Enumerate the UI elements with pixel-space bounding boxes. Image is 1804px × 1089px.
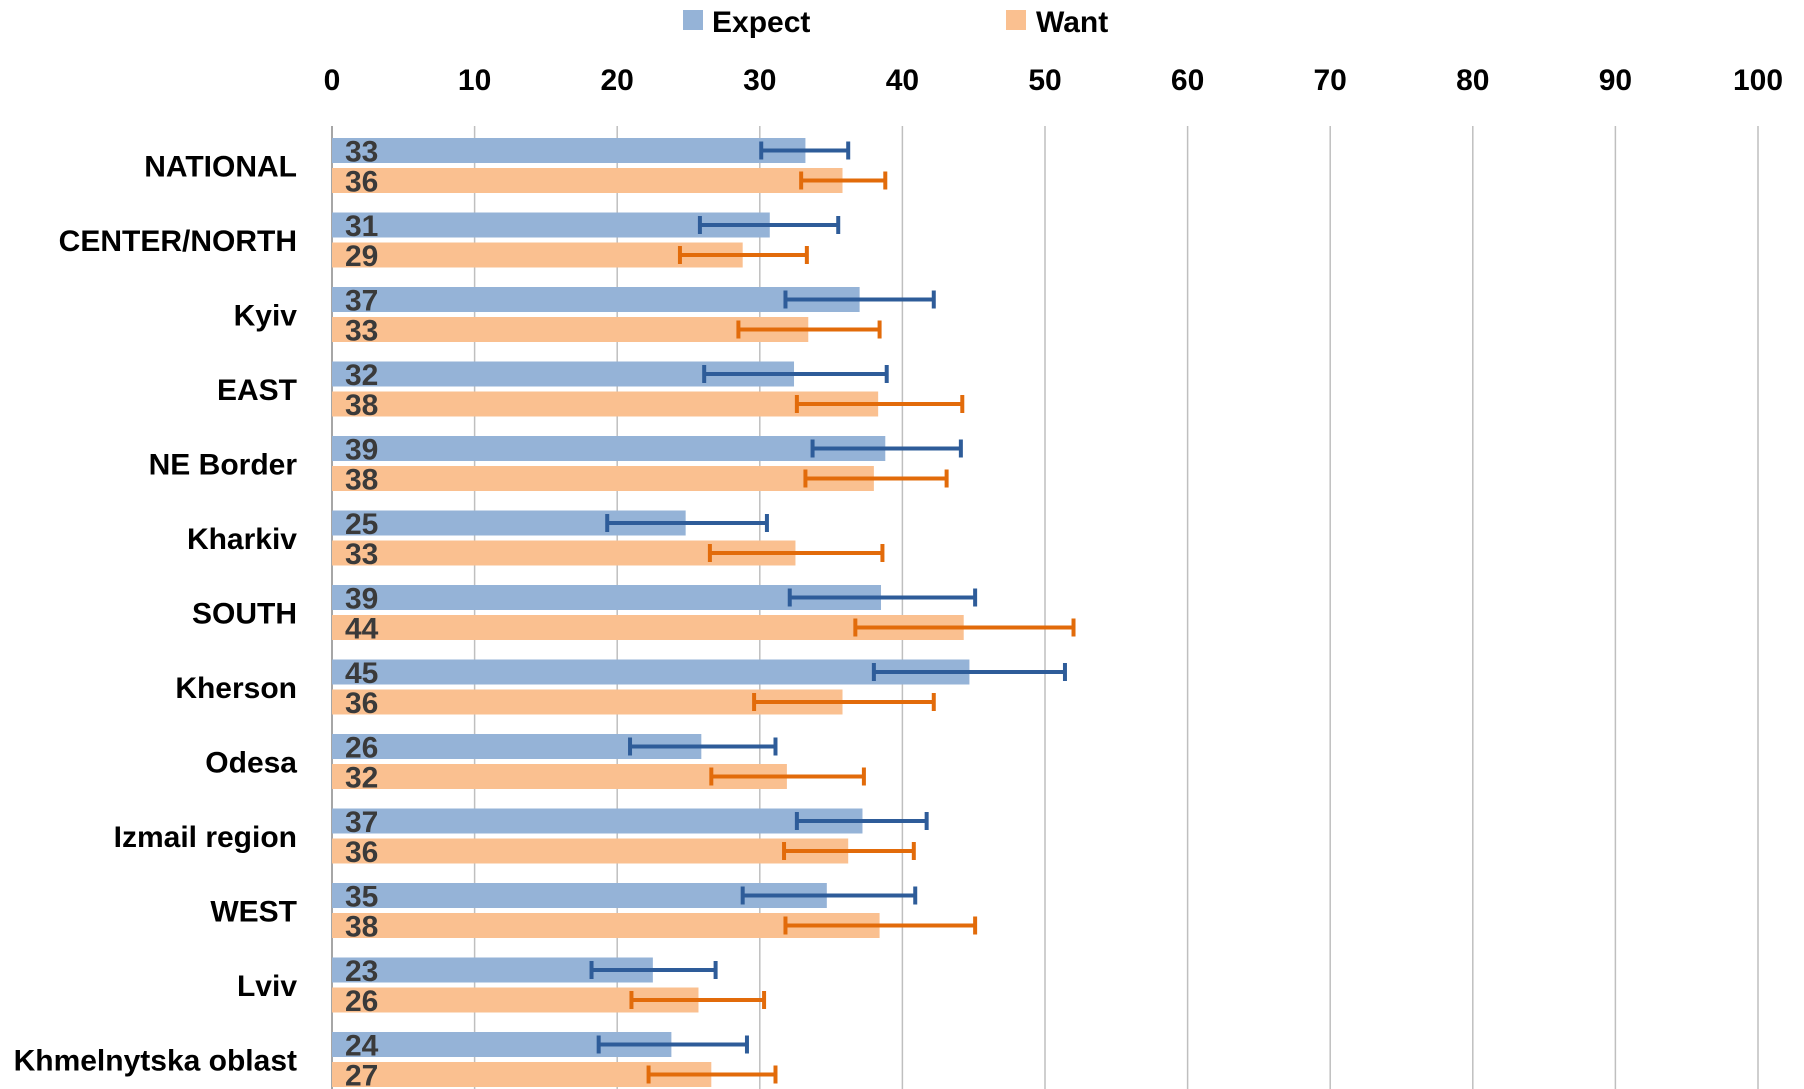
data-label-expect: 39 [345, 583, 378, 616]
category-label: Izmail region [114, 821, 297, 854]
x-tick-label: 60 [1171, 64, 1204, 97]
category-label: NATIONAL [144, 151, 297, 184]
data-label-expect: 25 [345, 508, 378, 541]
x-tick-label: 100 [1733, 64, 1783, 97]
gridlines [331, 126, 1759, 1089]
data-label-expect: 26 [345, 732, 378, 765]
data-label-want: 44 [345, 613, 379, 646]
data-label-want: 33 [345, 315, 378, 348]
category-label: WEST [210, 896, 297, 929]
data-label-expect: 45 [345, 657, 378, 690]
data-label-want: 27 [345, 1060, 378, 1089]
x-tick-label: 30 [743, 64, 776, 97]
bar-expect [332, 287, 860, 312]
data-label-expect: 39 [345, 434, 378, 467]
legend-label-expect: Expect [712, 6, 810, 39]
legend-label-want: Want [1036, 6, 1108, 39]
data-label-want: 32 [345, 762, 378, 795]
data-labels: 3336312937333238393825333944453626323736… [345, 136, 379, 1089]
bar-want [332, 391, 879, 417]
x-tick-label: 50 [1028, 64, 1061, 97]
bar-expect [332, 212, 770, 238]
category-labels: NATIONAL CENTER/NORTH Kyiv EAST NE Border Kha… [14, 151, 298, 1078]
bar-expect [332, 436, 886, 461]
bar-want [332, 838, 849, 864]
bar-want [332, 317, 809, 342]
bar-expect [332, 808, 863, 834]
x-tick-label: 80 [1456, 64, 1489, 97]
data-label-expect: 35 [345, 881, 378, 914]
legend-swatch-want [1006, 10, 1026, 30]
data-label-expect: 37 [345, 285, 378, 318]
data-label-want: 33 [345, 538, 378, 571]
x-tick-label: 20 [601, 64, 634, 97]
data-label-want: 38 [345, 911, 378, 944]
data-label-want: 36 [345, 687, 378, 720]
bar-expect [332, 138, 806, 163]
bar-want [332, 242, 743, 268]
data-label-expect: 23 [345, 955, 378, 988]
bars [332, 138, 970, 1087]
category-label: Lviv [237, 970, 297, 1003]
x-tick-label: 70 [1314, 64, 1347, 97]
data-label-want: 36 [345, 166, 378, 199]
x-tick-label: 10 [458, 64, 491, 97]
bar-want [332, 466, 874, 491]
category-label: Kyiv [234, 300, 298, 333]
x-axis-ticks: 0 10 20 30 40 50 60 70 80 90 100 [324, 64, 1783, 97]
category-label: Kherson [175, 672, 297, 705]
data-label-want: 38 [345, 389, 378, 422]
error-bars [589, 141, 1076, 1084]
bar-expect [332, 659, 970, 685]
data-label-expect: 31 [345, 210, 378, 243]
data-label-expect: 37 [345, 806, 378, 839]
category-label: EAST [217, 374, 297, 407]
data-label-want: 29 [345, 240, 378, 273]
category-label: CENTER/NORTH [59, 225, 297, 258]
data-label-expect: 24 [345, 1030, 379, 1063]
data-label-want: 38 [345, 464, 378, 497]
chart-legend: Expect Want [683, 6, 1108, 39]
data-label-expect: 32 [345, 359, 378, 392]
x-tick-label: 90 [1599, 64, 1632, 97]
category-label: Kharkiv [187, 523, 297, 556]
legend-swatch-expect [683, 10, 703, 30]
x-tick-label: 0 [324, 64, 341, 97]
bar-want [332, 168, 843, 193]
category-label: NE Border [149, 449, 298, 482]
x-tick-label: 40 [886, 64, 919, 97]
category-label: Khmelnytska oblast [14, 1045, 297, 1078]
data-label-want: 36 [345, 836, 378, 869]
data-label-expect: 33 [345, 136, 378, 169]
category-label: SOUTH [192, 598, 297, 631]
category-label: Odesa [205, 747, 297, 780]
data-label-want: 26 [345, 985, 378, 1018]
